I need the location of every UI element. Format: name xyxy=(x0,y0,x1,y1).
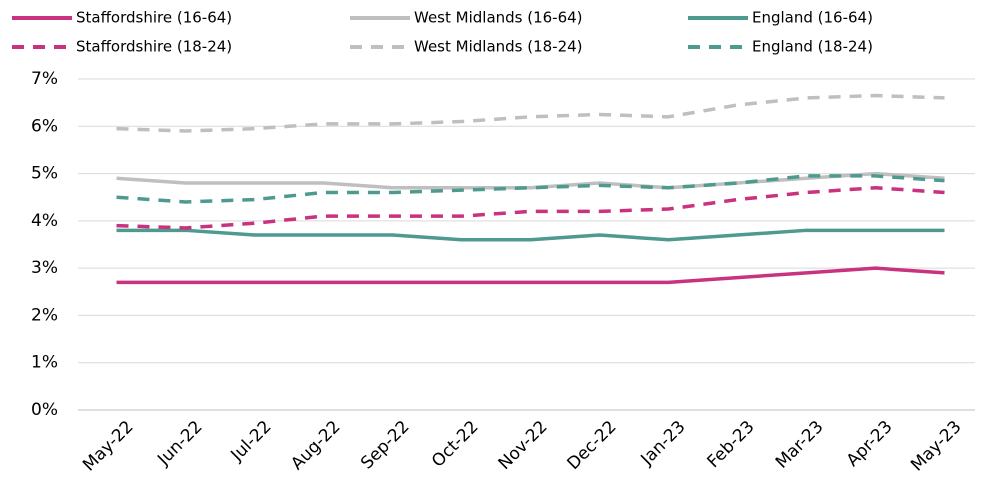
x-tick-label: Jul-22 xyxy=(227,417,276,466)
y-tick-label: 6% xyxy=(31,116,58,136)
x-tick-label: Sep-22 xyxy=(357,417,413,473)
x-tick-label: Mar-23 xyxy=(772,417,828,473)
series-line xyxy=(116,266,945,285)
series-line xyxy=(116,186,945,230)
y-tick-label: 2% xyxy=(31,305,58,325)
y-tick-label: 5% xyxy=(31,164,58,184)
legend-label: Staffordshire (18-24) xyxy=(76,38,232,56)
x-tick-label: May-22 xyxy=(79,417,137,475)
legend-label: Staffordshire (16-64) xyxy=(76,9,232,27)
y-tick-label: 4% xyxy=(31,211,58,231)
legend-label: West Midlands (18-24) xyxy=(414,38,583,56)
x-tick-label: Jun-22 xyxy=(153,417,206,470)
y-tick-label: 3% xyxy=(31,258,58,278)
legend-label: England (18-24) xyxy=(752,38,873,56)
legend-label: West Midlands (16-64) xyxy=(414,9,583,27)
x-tick-label: Dec-22 xyxy=(564,417,621,474)
y-tick-label: 1% xyxy=(31,353,58,373)
x-tick-label: Oct-22 xyxy=(428,417,483,472)
x-tick-label: Aug-22 xyxy=(287,417,344,474)
x-tick-label: Jan-23 xyxy=(637,417,690,470)
x-tick-label: Apr-23 xyxy=(843,417,897,471)
y-tick-label: 7% xyxy=(31,69,58,89)
x-tick-label: Feb-23 xyxy=(704,417,759,472)
series-line xyxy=(116,93,945,133)
x-tick-label: Nov-22 xyxy=(495,417,552,474)
series-line xyxy=(116,228,945,242)
x-tick-label: May-23 xyxy=(907,417,965,475)
legend-label: England (16-64) xyxy=(752,9,873,27)
series-line xyxy=(116,171,945,190)
y-tick-label: 0% xyxy=(31,400,58,420)
